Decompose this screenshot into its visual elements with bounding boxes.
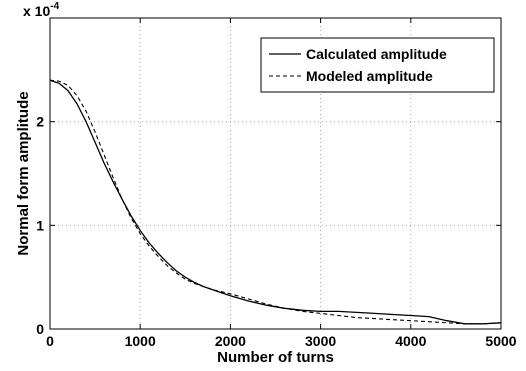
- legend-box: [260, 37, 495, 93]
- y-tick-label: 1: [36, 217, 44, 233]
- x-tick-label: 2000: [215, 333, 246, 349]
- y-axis-label: Normal form amplitude: [15, 91, 32, 255]
- y-multiplier-base: x 10: [23, 3, 50, 19]
- x-tick-label: 4000: [395, 333, 426, 349]
- x-tick-label: 0: [46, 333, 54, 349]
- plot-area-frame: [49, 17, 502, 330]
- x-axis-label: Number of turns: [217, 349, 334, 366]
- x-tick-label: 3000: [305, 333, 336, 349]
- legend-label-modeled: Modeled amplitude: [306, 68, 433, 84]
- x-tick-label: 1000: [125, 333, 156, 349]
- x-tick-label: 5000: [485, 333, 516, 349]
- y-multiplier-exponent: -4: [50, 1, 59, 12]
- y-tick-label: 0: [36, 321, 44, 337]
- series-line-modeled: [49, 79, 502, 325]
- y-multiplier-label: x 10-4: [23, 1, 60, 19]
- legend-label-calculated: Calculated amplitude: [306, 46, 447, 62]
- axis-ticks: 0 1000 2000 3000 4000 5000 0 1 2: [36, 18, 517, 349]
- series-line-calculated: [49, 79, 502, 325]
- y-tick-label: 2: [36, 114, 44, 130]
- series-lines: [49, 79, 502, 325]
- legend: Calculated amplitude Modeled amplitude: [260, 37, 495, 93]
